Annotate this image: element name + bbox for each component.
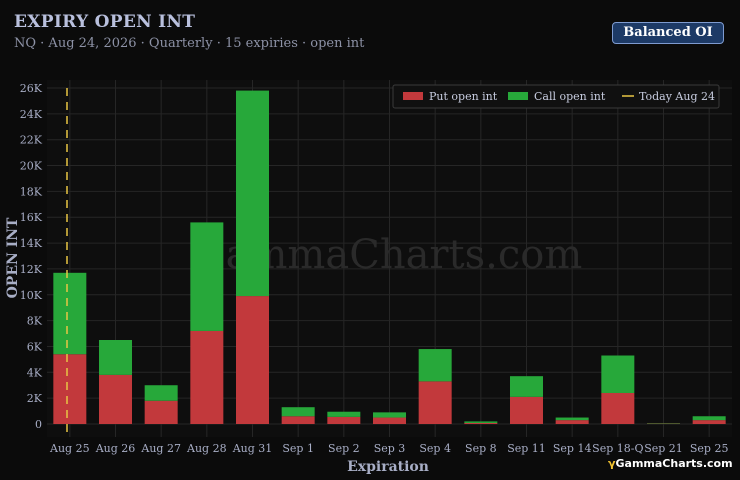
y-tick-label: 0 — [35, 418, 42, 431]
y-tick-label: 26K — [20, 82, 43, 95]
bar-call — [601, 355, 635, 393]
brand-gamma-icon: γ — [608, 457, 616, 470]
bars — [53, 90, 726, 424]
bar-put — [281, 416, 315, 424]
legend: Put open int Call open int Today Aug 24 — [392, 84, 720, 109]
brand-name: GammaCharts.com — [615, 457, 733, 470]
x-tick-label: Sep 1 — [282, 442, 314, 455]
brand-logo: γGammaCharts.com — [608, 457, 733, 470]
bar-call — [99, 340, 132, 375]
y-tick-labels: 0 2K 4K 6K 8K 10K 12K 14K 16K 18K 20K 22K 24K 26K — [20, 82, 43, 431]
y-tick-label: 24K — [20, 108, 43, 121]
chart-subtitle: NQ · Aug 24, 2026 · Quarterly · 15 expir… — [14, 36, 365, 51]
y-tick-label: 12K — [20, 263, 43, 276]
bar-call — [692, 416, 726, 421]
y-tick-label: 4K — [27, 366, 43, 379]
x-tick-label: Sep 14 — [553, 442, 592, 455]
legend-call-label: Call open int — [534, 90, 606, 103]
legend-put-swatch — [403, 92, 423, 100]
x-tick-labels: Aug 25 Aug 26 Aug 27 Aug 28 Aug 31 Sep 1 Sep 2… — [49, 442, 728, 455]
legend-today-label: Today Aug 24 — [639, 90, 715, 103]
x-tick-label: Sep 21 — [644, 442, 683, 455]
y-axis-label: OPEN INT — [5, 217, 21, 298]
x-tick-label: Sep 4 — [419, 442, 451, 455]
bar-put — [464, 422, 498, 424]
bar-call — [510, 376, 543, 397]
x-tick-label: Sep 11 — [507, 442, 546, 455]
bar-call — [373, 412, 406, 418]
x-tick-label: Sep 2 — [328, 442, 360, 455]
bar-put — [53, 354, 87, 424]
bar-put — [99, 374, 132, 424]
y-tick-label: 22K — [20, 134, 43, 147]
x-tick-label: Sep 18-Q — [592, 442, 643, 455]
bar-put — [236, 296, 269, 424]
x-tick-label: Aug 28 — [186, 442, 227, 455]
y-tick-label: 16K — [20, 211, 43, 224]
bar-call — [327, 411, 361, 417]
legend-box — [392, 84, 720, 109]
bar-call — [555, 417, 589, 421]
x-tick-label: Aug 27 — [140, 442, 181, 455]
y-tick-label: 20K — [20, 160, 43, 173]
x-tick-label: Aug 26 — [95, 442, 136, 455]
x-tick-label: Sep 25 — [690, 442, 729, 455]
x-axis-label: Expiration — [347, 459, 429, 475]
legend-put-label: Put open int — [429, 90, 498, 103]
x-tick-label: Aug 25 — [49, 442, 90, 455]
y-tick-label: 8K — [27, 315, 43, 328]
y-tick-label: 6K — [27, 340, 43, 353]
bar-put — [601, 392, 635, 424]
y-tick-label: 2K — [27, 392, 43, 405]
bar-put — [144, 400, 178, 424]
legend-call-swatch — [508, 92, 528, 100]
y-tick-label: 14K — [20, 237, 43, 250]
bar-put — [555, 420, 589, 424]
x-tick-label: Sep 3 — [374, 442, 406, 455]
bar-call — [53, 272, 87, 355]
bar-put — [692, 420, 726, 424]
bar-call — [464, 421, 498, 423]
bar-call — [281, 407, 315, 417]
chart-title: EXPIRY OPEN INT — [14, 12, 196, 32]
bar-put — [190, 330, 224, 424]
bar-call — [190, 222, 224, 331]
bar-put — [418, 381, 452, 424]
balanced-oi-button[interactable]: Balanced OI — [612, 22, 724, 44]
x-tick-label: Sep 8 — [465, 442, 497, 455]
bar-put — [373, 417, 406, 424]
bar-call — [144, 385, 178, 401]
x-tick-label: Aug 31 — [232, 442, 273, 455]
y-tick-label: 10K — [20, 289, 43, 302]
y-tick-label: 18K — [20, 185, 43, 198]
bar-put — [510, 396, 543, 424]
bar-put — [327, 416, 361, 424]
bar-call — [418, 349, 452, 382]
bar-call — [236, 90, 269, 297]
